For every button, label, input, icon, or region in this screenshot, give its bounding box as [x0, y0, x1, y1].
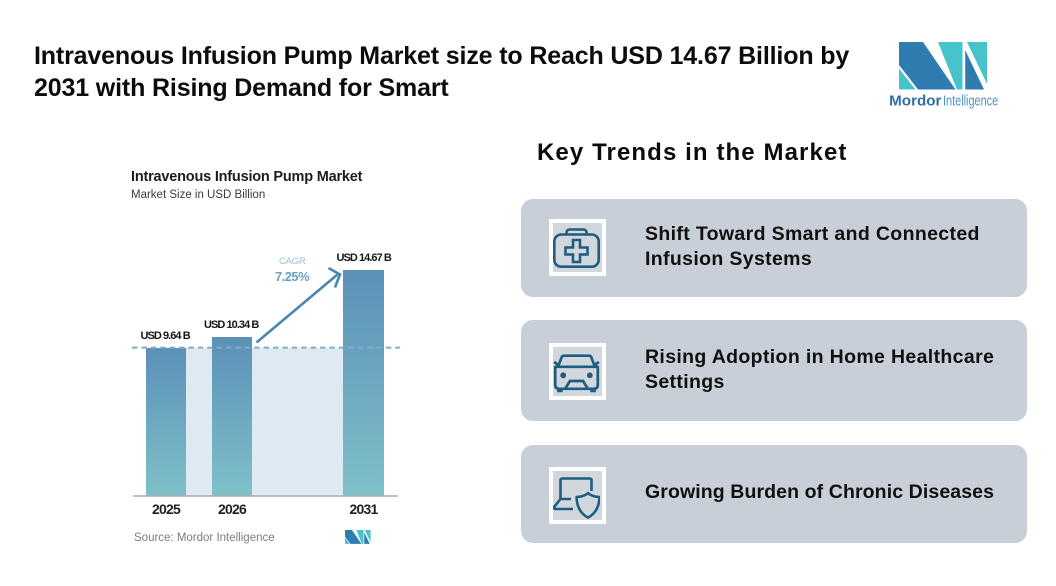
svg-text:Mordor: Mordor [889, 94, 942, 110]
svg-text:Intelligence: Intelligence [943, 94, 998, 110]
